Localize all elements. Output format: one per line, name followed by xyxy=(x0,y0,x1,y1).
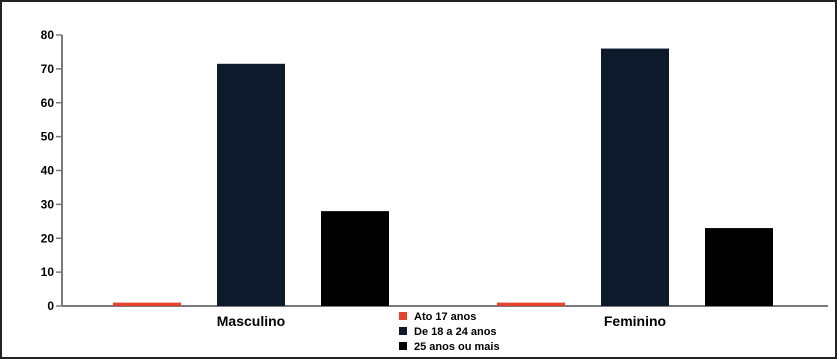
category-label: Feminino xyxy=(604,313,666,329)
y-tick-label: 50 xyxy=(41,130,55,144)
category-label: Masculino xyxy=(217,313,285,329)
y-tick-label: 70 xyxy=(41,62,55,76)
y-tick-label: 0 xyxy=(47,299,54,313)
y-tick-label: 10 xyxy=(41,265,55,279)
legend-label: Ato 17 anos xyxy=(414,311,476,323)
category-labels: Masculino Feminino xyxy=(217,313,666,329)
bar-1 xyxy=(497,302,565,306)
bar-2 xyxy=(601,48,669,307)
bar-3 xyxy=(321,211,389,306)
legend-swatch xyxy=(399,327,407,335)
legend: Ato 17 anos De 18 a 24 anos 25 anos ou mai… xyxy=(399,311,500,353)
y-tick-label: 20 xyxy=(41,231,55,245)
legend-label: 25 anos ou mais xyxy=(414,341,500,353)
y-tick-label: 30 xyxy=(41,197,55,211)
y-tick-label: 40 xyxy=(41,164,55,178)
y-tick-label: 80 xyxy=(41,28,55,42)
bar-1 xyxy=(113,302,181,306)
legend-swatch xyxy=(399,342,407,350)
bar-3 xyxy=(705,228,773,306)
bar-2 xyxy=(217,63,285,307)
legend-label: De 18 a 24 anos xyxy=(414,326,497,338)
y-tick-label: 60 xyxy=(41,96,55,110)
legend-swatch xyxy=(399,312,407,320)
bars xyxy=(113,48,773,307)
y-axis: 0 10 20 30 40 50 60 70 80 xyxy=(41,28,63,313)
